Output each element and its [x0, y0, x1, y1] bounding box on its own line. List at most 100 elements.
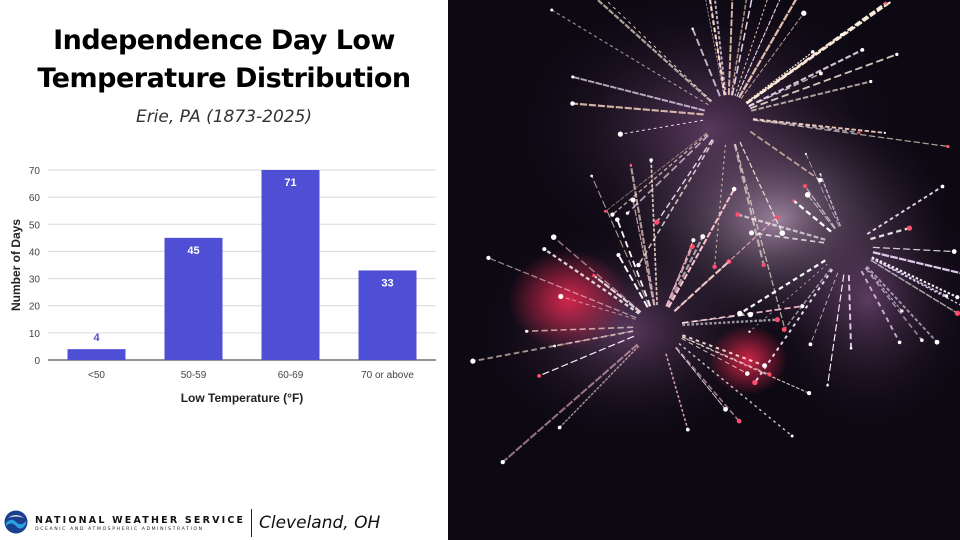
- firework-streak: [543, 248, 640, 315]
- firework-streak: [731, 0, 753, 96]
- bar-chart: 0 10 20 30 40 50 60 70 4 <50 45 50-59 71 60-69 33 70 or…: [9, 166, 436, 405]
- y-tick-label: 60: [29, 193, 41, 204]
- firework-spark: [590, 174, 593, 178]
- firework-streak: [708, 0, 726, 96]
- firework-streak: [673, 260, 730, 312]
- firework-spark: [649, 158, 653, 162]
- firework-spark: [779, 230, 786, 236]
- firework-spark: [571, 75, 575, 79]
- fireworks-image: [448, 0, 960, 540]
- firework-streak: [749, 263, 828, 333]
- firework-spark: [767, 372, 772, 377]
- firework-streak: [591, 175, 650, 307]
- firework-streak: [864, 267, 923, 341]
- firework-spark: [558, 293, 564, 299]
- firework-spark: [752, 379, 758, 386]
- firework-spark: [869, 79, 873, 84]
- firework-streak: [847, 274, 853, 349]
- x-tick-label: <50: [88, 370, 105, 381]
- firework-spark: [617, 131, 623, 137]
- firework-spark: [636, 262, 641, 268]
- office-name: Cleveland, OH: [259, 513, 381, 533]
- firework-spark: [550, 8, 554, 12]
- firework-streak: [819, 174, 842, 227]
- firework-spark: [731, 186, 737, 192]
- firework-streak: [616, 219, 652, 307]
- firework-streak: [739, 259, 826, 315]
- firework-streak: [752, 119, 949, 148]
- firework-spark: [685, 427, 690, 432]
- firework-streak: [560, 295, 636, 320]
- firework-spark: [744, 371, 750, 376]
- firework-streak: [865, 267, 903, 312]
- org-subtitle: OCEANIC AND ATMOSPHERIC ADMINISTRATION: [35, 527, 204, 532]
- firework-spark: [826, 383, 829, 387]
- firework-streak: [572, 102, 704, 116]
- firework-streak: [705, 0, 725, 96]
- firework-streak: [553, 236, 642, 313]
- title-line-2: Temperature Distribution: [37, 63, 411, 94]
- firework-spark: [774, 317, 780, 323]
- firework-spark: [944, 294, 949, 298]
- firework-streak: [737, 213, 826, 241]
- firework-streak: [681, 338, 748, 374]
- firework-spark: [470, 358, 476, 364]
- firework-streak: [665, 239, 694, 307]
- firework-spark: [610, 212, 615, 217]
- firework-streak: [752, 118, 885, 134]
- firework-spark: [486, 255, 491, 260]
- firework-streak: [783, 267, 832, 330]
- firework-streak: [751, 232, 825, 244]
- firework-spark: [761, 262, 766, 267]
- firework-streak: [866, 185, 944, 235]
- firework-streak: [792, 199, 832, 233]
- firework-spark: [747, 311, 754, 318]
- firework-streak: [596, 0, 712, 103]
- org-name: NATIONAL WEATHER SERVICE: [35, 515, 246, 526]
- y-tick-label: 40: [29, 247, 41, 258]
- firework-spark: [951, 249, 957, 254]
- firework-spark: [592, 273, 596, 278]
- firework-spark: [629, 163, 633, 167]
- firework-spark: [557, 425, 562, 430]
- firework-streak: [827, 274, 845, 386]
- firework-spark: [817, 177, 823, 183]
- firework-streak: [620, 119, 704, 135]
- y-tick-label: 70: [29, 166, 41, 177]
- firework-spark: [883, 131, 886, 134]
- firework-spark: [818, 71, 823, 76]
- x-tick-label: 50-59: [181, 370, 207, 381]
- firework-spark: [542, 247, 547, 252]
- firework-streak: [745, 51, 814, 104]
- firework-spark: [804, 152, 807, 156]
- bar: [358, 270, 417, 360]
- firework-streak: [714, 0, 727, 96]
- bar: [67, 349, 126, 360]
- y-axis-label: Number of Days: [9, 219, 23, 311]
- firework-spark: [748, 330, 751, 333]
- firework-spark: [934, 339, 940, 345]
- footer: NATIONAL WEATHER SERVICE OCEANIC AND ATM…: [0, 505, 448, 540]
- firework-streak: [740, 12, 805, 99]
- firework-spark: [712, 264, 717, 270]
- firework-spark: [737, 310, 743, 317]
- fireworks-photo: [448, 0, 960, 540]
- firework-spark: [570, 101, 575, 106]
- y-tick-label: 50: [29, 220, 41, 231]
- firework-spark: [801, 10, 807, 16]
- firework-streak: [870, 226, 910, 241]
- firework-streak: [526, 326, 634, 333]
- bar: [164, 237, 223, 360]
- x-tick-label: 70 or above: [361, 370, 414, 381]
- firework-streak: [749, 130, 821, 181]
- firework-streak: [807, 194, 836, 230]
- firework-streak: [665, 246, 694, 307]
- firework-streak: [681, 336, 810, 394]
- firework-spark: [691, 238, 696, 243]
- firework-streak: [748, 48, 863, 108]
- y-tick-label: 30: [29, 275, 41, 286]
- firework-streak: [682, 318, 778, 327]
- firework-streak: [632, 199, 655, 306]
- firework-streak: [739, 141, 783, 234]
- firework-streak: [713, 144, 727, 267]
